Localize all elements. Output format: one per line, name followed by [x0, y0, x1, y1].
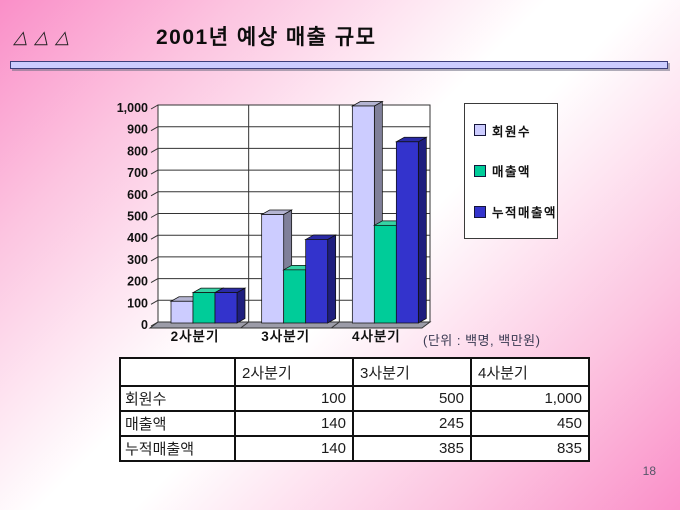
y-tick-label: 900 [127, 123, 148, 137]
table-cell: 1,000 [470, 385, 590, 412]
y-tick-label: 700 [127, 166, 148, 180]
table-header-cell: 3사분기 [352, 357, 472, 387]
y-tick-label: 1,000 [117, 101, 148, 115]
category-label: 2사분기 [171, 329, 220, 344]
y-tick [150, 126, 159, 132]
table-row-label: 회원수 [119, 385, 236, 412]
bar-side [236, 287, 246, 324]
y-tick [150, 256, 159, 262]
bar [214, 292, 238, 324]
bar [351, 105, 375, 324]
legend-label: 회원수 [492, 124, 532, 139]
table-row: 회원수 100 500 1,000 [119, 385, 590, 412]
legend-label: 누적매출액 [492, 206, 558, 221]
y-tick-label: 300 [127, 253, 148, 267]
bar-side [417, 136, 427, 324]
legend-color-swatch [474, 205, 486, 218]
page-number: 18 [642, 464, 656, 478]
y-tick [150, 191, 159, 197]
legend-color-swatch [474, 124, 486, 137]
y-tick [150, 147, 159, 153]
y-tick [150, 234, 159, 240]
floor-tick [240, 321, 249, 329]
table-header-cell: 4사분기 [470, 357, 590, 387]
y-tick [150, 278, 159, 284]
y-tick [150, 299, 159, 305]
chart-floor [148, 321, 432, 329]
table-row-label: 누적매출액 [119, 435, 236, 462]
y-tick-label: 0 [141, 318, 148, 332]
table-cell: 245 [352, 410, 472, 437]
table-header-cell [119, 357, 236, 387]
table-header-row: 2사분기 3사분기 4사분기 [119, 357, 590, 387]
y-tick [150, 104, 159, 110]
table-cell: 500 [352, 385, 472, 412]
table-cell: 450 [470, 410, 590, 437]
table-row: 누적매출액 140 385 835 [119, 435, 590, 462]
table-row: 매출액 140 245 450 [119, 410, 590, 437]
divider-bar [10, 61, 668, 69]
data-table: 2사분기 3사분기 4사분기 회원수 100 500 1,000 매출액 140 245 450 누적… [119, 357, 590, 462]
category-label: 3사분기 [261, 329, 310, 344]
y-tick [150, 213, 159, 218]
floor-tick [331, 321, 340, 329]
legend-item: 회원수 [474, 121, 553, 140]
sales-3d-bar-chart: 0 100 200 300 400 500 600 700 800 900 1,000 2사분기 3사분… [117, 100, 432, 344]
table-cell: 385 [352, 435, 472, 462]
bar [283, 269, 307, 324]
logo-triangles: △△△ [12, 27, 81, 47]
bar-side [327, 234, 337, 324]
y-tick-label: 400 [127, 231, 148, 245]
table-cell: 140 [234, 435, 354, 462]
y-tick-label: 800 [127, 144, 148, 158]
table-cell: 835 [470, 435, 590, 462]
legend-item: 매출액 [474, 161, 553, 180]
y-tick-label: 500 [127, 210, 148, 224]
bar [305, 239, 329, 324]
y-tick-label: 200 [127, 275, 148, 289]
y-tick [150, 169, 159, 175]
bar [170, 300, 194, 324]
y-tick-label: 600 [127, 188, 148, 202]
bar [373, 224, 397, 324]
category-label: 4사분기 [352, 329, 401, 344]
bar [261, 214, 285, 324]
legend-item: 누적매출액 [474, 202, 556, 221]
legend-color-swatch [474, 164, 486, 177]
legend-label: 매출액 [492, 165, 532, 180]
unit-note: (단위 : 백명, 백만원) [423, 333, 541, 348]
table-cell: 140 [234, 410, 354, 437]
table-header-cell: 2사분기 [234, 357, 354, 387]
bar [192, 292, 216, 324]
page-title: 2001년 예상 매출 규모 [156, 26, 377, 49]
y-tick-label: 100 [127, 296, 148, 310]
table-row-label: 매출액 [119, 410, 236, 437]
bar [395, 141, 419, 324]
table-cell: 100 [234, 385, 354, 412]
